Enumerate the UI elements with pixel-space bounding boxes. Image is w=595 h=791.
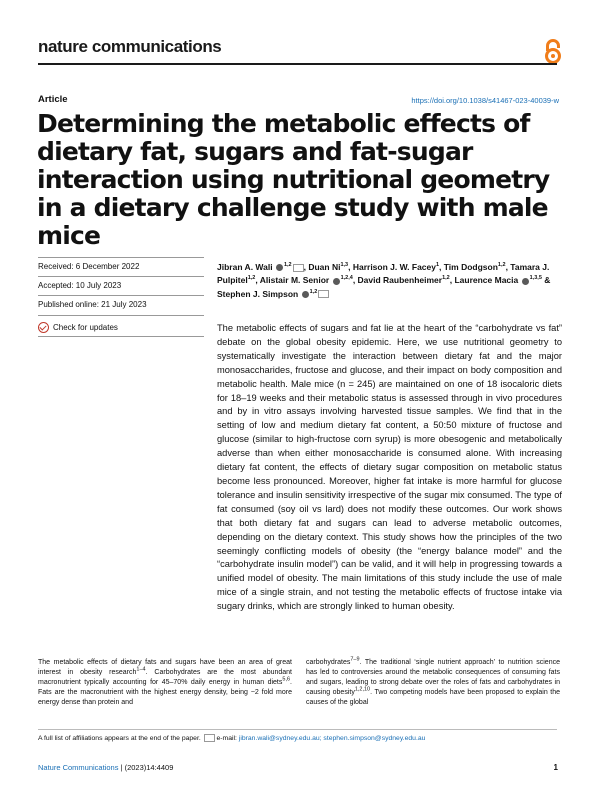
author-name[interactable]: Jibran A. Wali: [217, 262, 273, 272]
author-name[interactable]: , David Raubenheimer: [352, 275, 443, 286]
article-title: Determining the metabolic effects of die…: [37, 109, 550, 250]
affiliation-sup: 1: [435, 262, 440, 269]
article-type: Article: [38, 94, 68, 105]
affiliation-sup: 1,2: [283, 262, 292, 269]
author-name[interactable]: , Alistair M. Senior: [255, 275, 330, 286]
orcid-icon[interactable]: [521, 277, 529, 285]
author-name[interactable]: & Stephen J. Simpson: [217, 275, 551, 299]
citation-sup[interactable]: 1,2,10: [354, 686, 371, 693]
check-updates-label: Check for updates: [53, 323, 118, 332]
orcid-icon[interactable]: [275, 264, 283, 272]
header-rule: [38, 63, 557, 65]
author-name[interactable]: , Harrison J. W. Facey: [348, 262, 436, 272]
page-number: 1: [553, 763, 558, 772]
orcid-icon[interactable]: [301, 290, 309, 298]
body-text: carbohydrates: [306, 659, 351, 666]
email-icon[interactable]: [292, 263, 304, 272]
footer-journal-name[interactable]: Nature Communications: [38, 763, 119, 772]
affiliation-sup: 1,2: [442, 275, 450, 282]
affiliation-sup: 1,3: [340, 262, 349, 269]
open-access-icon: [545, 39, 561, 64]
check-updates-button[interactable]: Check for updates: [38, 322, 118, 333]
author-name[interactable]: , Duan Ni: [303, 262, 341, 272]
email-icon: [203, 734, 215, 742]
abstract: The metabolic effects of sugars and fat …: [217, 323, 562, 612]
email-label: e-mail:: [216, 734, 237, 742]
doi-link[interactable]: https://doi.org/10.1038/s41467-023-40039…: [411, 96, 559, 105]
accepted-date: Accepted: 10 July 2023: [38, 281, 122, 290]
received-date: Received: 6 December 2022: [38, 262, 140, 271]
footnote-text: A full list of affiliations appears at t…: [38, 734, 201, 742]
citation-sup[interactable]: 7–9: [350, 656, 360, 663]
check-updates-icon: [38, 322, 49, 333]
body-text: . Carbohydrates are the most abundant ma…: [38, 669, 293, 687]
footer-citation: Nature Communications | (2023)14:4409: [38, 763, 173, 772]
meta-divider: [38, 257, 204, 258]
footer-volume: | (2023)14:4409: [120, 763, 174, 772]
body-text: The metabolic effects of dietary fats an…: [38, 659, 292, 677]
citation-sup[interactable]: 1–4: [136, 666, 146, 673]
meta-divider: [38, 295, 204, 296]
citation-sup[interactable]: 5,6: [282, 676, 291, 683]
affiliation-sup: 1,2: [309, 288, 318, 295]
author-name[interactable]: , Tamara J. Pulpitel: [217, 262, 550, 286]
author-name[interactable]: , Tim Dodgson: [439, 262, 498, 272]
journal-name: nature communications: [38, 37, 222, 56]
affiliation-sup: 1,3,5: [529, 275, 542, 282]
meta-divider: [38, 315, 204, 316]
published-date: Published online: 21 July 2023: [38, 300, 147, 309]
meta-divider: [38, 276, 204, 277]
footnote-rule: [38, 729, 557, 730]
email-icon[interactable]: [318, 290, 330, 299]
affiliation-footnote: A full list of affiliations appears at t…: [38, 734, 425, 742]
author-name[interactable]: , Laurence Macia: [449, 275, 519, 286]
author-list: Jibran A. Wali 1,2 , Duan Ni1,3, Harrison…: [217, 261, 562, 301]
body-text: . Fats are the macronutrient with the hi…: [38, 679, 292, 707]
affiliation-sup: 1,2: [497, 262, 506, 269]
body-column-left: The metabolic effects of dietary fats an…: [38, 658, 292, 708]
body-text: . Two competing models have been propose…: [306, 689, 560, 707]
body-text: . The traditional ‘single nutrient appro…: [306, 659, 560, 697]
affiliation-sup: 1,2: [247, 275, 256, 282]
body-column-right: carbohydrates7–9. The traditional ‘singl…: [306, 656, 560, 708]
email-links[interactable]: jibran.wali@sydney.edu.au; stephen.simps…: [238, 734, 426, 742]
affiliation-sup: 1,2,4: [340, 275, 353, 282]
orcid-icon[interactable]: [332, 277, 340, 285]
meta-divider: [38, 336, 204, 337]
